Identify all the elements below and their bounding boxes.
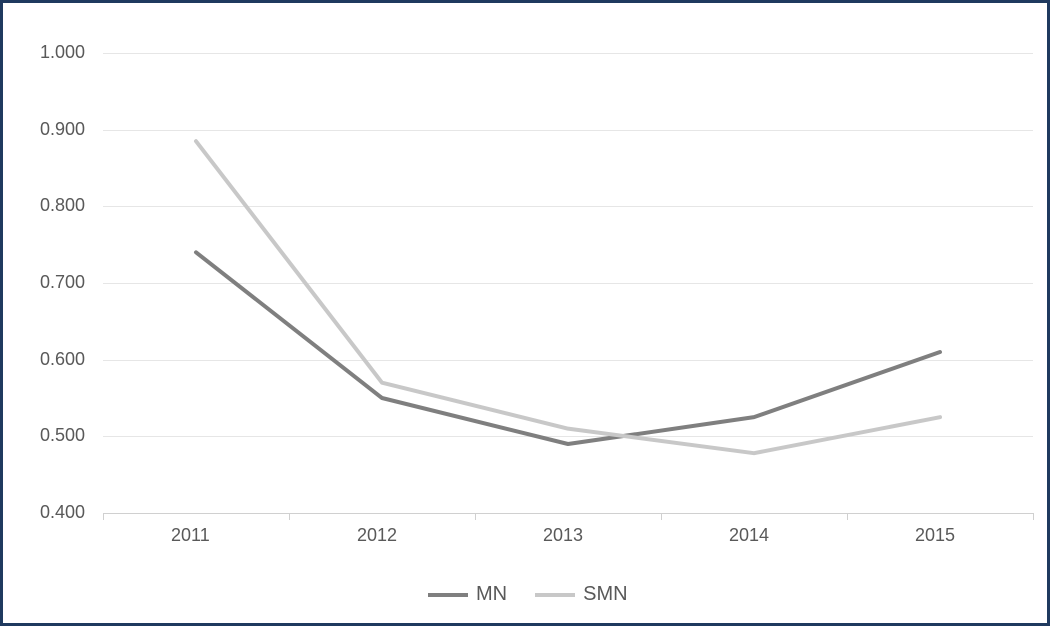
series-svg [3,3,1050,629]
chart-frame: 0.4000.5000.6000.7000.8000.9001.000 2011… [0,0,1050,626]
series-line-smn [196,141,940,453]
series-line-mn [196,252,940,444]
legend: MN SMN [428,583,628,606]
legend-item-smn: SMN [535,583,627,606]
legend-label: MN [476,583,507,606]
legend-swatch [428,593,468,597]
legend-item-mn: MN [428,583,507,606]
legend-swatch [535,593,575,597]
legend-label: SMN [583,583,627,606]
